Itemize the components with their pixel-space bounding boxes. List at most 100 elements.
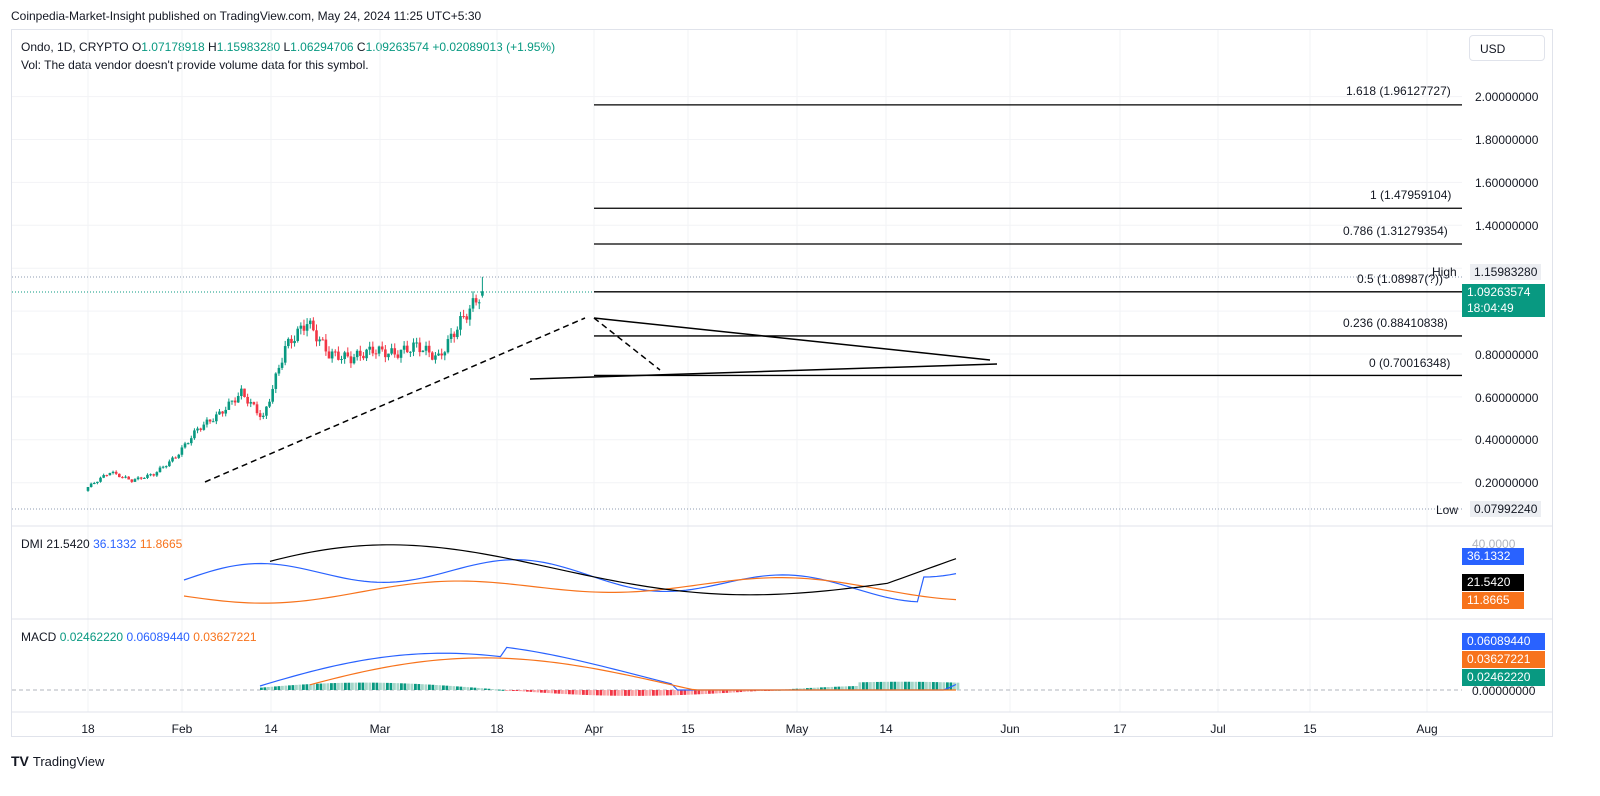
price-tick-label: 0.60000000 bbox=[1475, 391, 1539, 405]
candle-body bbox=[302, 325, 306, 331]
candle-body bbox=[384, 349, 387, 358]
time-tick-label: 14 bbox=[264, 722, 278, 736]
macd-hist-bar bbox=[680, 690, 683, 695]
macd-hist-bar bbox=[907, 681, 911, 690]
macd-hist-bar bbox=[694, 690, 697, 695]
macd-hist-bar bbox=[732, 690, 736, 693]
candle-body bbox=[271, 388, 274, 402]
macd-hist-bar bbox=[676, 690, 680, 696]
dmi-adx-line bbox=[269, 544, 957, 596]
brand-label: TradingView bbox=[32, 753, 105, 769]
chart-frame bbox=[11, 29, 1553, 737]
ohlc-legend: Ondo, 1D, CRYPTO O1.07178918 H1.15983280… bbox=[21, 40, 555, 54]
macd-hist-bar bbox=[267, 687, 270, 690]
high-value: 1.15983280 bbox=[216, 40, 281, 54]
macd-hist-bar bbox=[613, 690, 617, 696]
macd-hist-bar bbox=[617, 690, 620, 696]
dmi-plus-value: 36.1332 bbox=[93, 537, 137, 551]
fib-level-label: 0.5 (1.08987(?)) bbox=[1357, 272, 1444, 286]
macd-hist-bar bbox=[813, 687, 816, 690]
candle-body bbox=[374, 353, 378, 355]
macd-hist-bar bbox=[652, 690, 655, 696]
macd-hist-bar bbox=[550, 690, 554, 694]
time-tick-label: Apr bbox=[584, 722, 604, 736]
macd-hist-value: 0.02462220 bbox=[59, 630, 124, 644]
candle-body bbox=[402, 345, 406, 350]
candle-body bbox=[139, 477, 143, 479]
macd-hist-bar bbox=[869, 682, 872, 690]
candle-body bbox=[133, 479, 137, 482]
candle-body bbox=[474, 298, 478, 303]
candle-body bbox=[183, 443, 187, 448]
macd-hist-bar bbox=[519, 690, 522, 692]
dmi-plus-line bbox=[183, 559, 957, 603]
candle-body bbox=[427, 345, 431, 353]
macd-hist-bar bbox=[344, 682, 347, 690]
candle-body bbox=[233, 400, 237, 403]
macd-hist-bar bbox=[624, 690, 627, 696]
macd-hist-bar bbox=[858, 682, 862, 690]
macd-hist-bar bbox=[855, 686, 858, 690]
low-marker-value: 0.07992240 bbox=[1470, 501, 1542, 517]
candle-body bbox=[174, 457, 177, 459]
macd-label[interactable]: MACD bbox=[21, 630, 57, 644]
candle-body bbox=[424, 345, 428, 351]
tradingview-logo[interactable]: TV TradingView bbox=[11, 753, 104, 769]
candle-body bbox=[434, 355, 437, 360]
candle-body bbox=[308, 320, 312, 325]
macd-value: 0.06089440 bbox=[126, 630, 190, 644]
candle-body bbox=[164, 466, 168, 468]
macd-hist-bar bbox=[400, 683, 403, 690]
macd-hist-bar bbox=[263, 687, 267, 690]
macd-hist-bar bbox=[323, 683, 326, 690]
macd-hist-bar bbox=[935, 682, 939, 690]
candle-body bbox=[293, 340, 296, 344]
macd-hist-bar bbox=[645, 690, 648, 696]
candle-body bbox=[224, 409, 228, 414]
dmi-minus-value: 11.8665 bbox=[139, 537, 183, 551]
low-value: 1.06294706 bbox=[290, 40, 354, 54]
macd-hist-bar bbox=[302, 684, 305, 690]
candle-body bbox=[337, 351, 340, 360]
macd-hist-bar bbox=[953, 682, 956, 690]
macd-line bbox=[259, 646, 957, 691]
macd-hist-bar bbox=[900, 681, 904, 690]
macd-hist-bar bbox=[449, 685, 452, 690]
macd-hist-bar bbox=[704, 690, 708, 694]
macd-hist-bar bbox=[284, 685, 288, 690]
price-tick-label: 0.20000000 bbox=[1475, 476, 1539, 490]
macd-hist-bar bbox=[347, 682, 351, 690]
dmi-label[interactable]: DMI bbox=[21, 537, 43, 551]
macd-hist-bar bbox=[743, 690, 746, 692]
currency-button[interactable]: USD bbox=[1469, 35, 1545, 61]
candle-body bbox=[102, 475, 105, 478]
candle-body bbox=[477, 302, 481, 304]
dmi-adx-tag: 21.5420 bbox=[1462, 574, 1524, 591]
candle-body bbox=[471, 298, 475, 309]
macd-hist-bar bbox=[893, 681, 897, 690]
macd-hist-bar bbox=[589, 690, 592, 696]
candle-body bbox=[105, 475, 109, 477]
macd-hist-bar bbox=[883, 681, 886, 690]
publisher-line: Coinpedia-Market-Insight published on Tr… bbox=[11, 9, 482, 23]
low-label: L bbox=[283, 40, 291, 54]
macd-hist-bar bbox=[729, 690, 732, 693]
candle-body bbox=[193, 430, 196, 439]
macd-hist-bar bbox=[711, 690, 715, 694]
macd-hist-bar bbox=[610, 690, 613, 696]
macd-hist-bar bbox=[669, 690, 673, 696]
tradingview-icon: TV bbox=[11, 753, 29, 769]
candle-body bbox=[199, 428, 202, 430]
macd-hist-bar bbox=[386, 682, 389, 690]
symbol-label[interactable]: Ondo, 1D, CRYPTO bbox=[21, 40, 129, 54]
macd-hist-bar bbox=[634, 690, 638, 696]
dmi-minus-tag: 11.8665 bbox=[1462, 592, 1524, 609]
macd-hist-bar bbox=[389, 682, 393, 690]
close-label: C bbox=[356, 40, 366, 54]
candle-body bbox=[249, 402, 253, 404]
candle-body bbox=[261, 415, 265, 417]
time-tick-label: Mar bbox=[369, 722, 391, 736]
macd-hist-bar bbox=[834, 686, 837, 690]
macd-hist-bar bbox=[431, 684, 435, 690]
